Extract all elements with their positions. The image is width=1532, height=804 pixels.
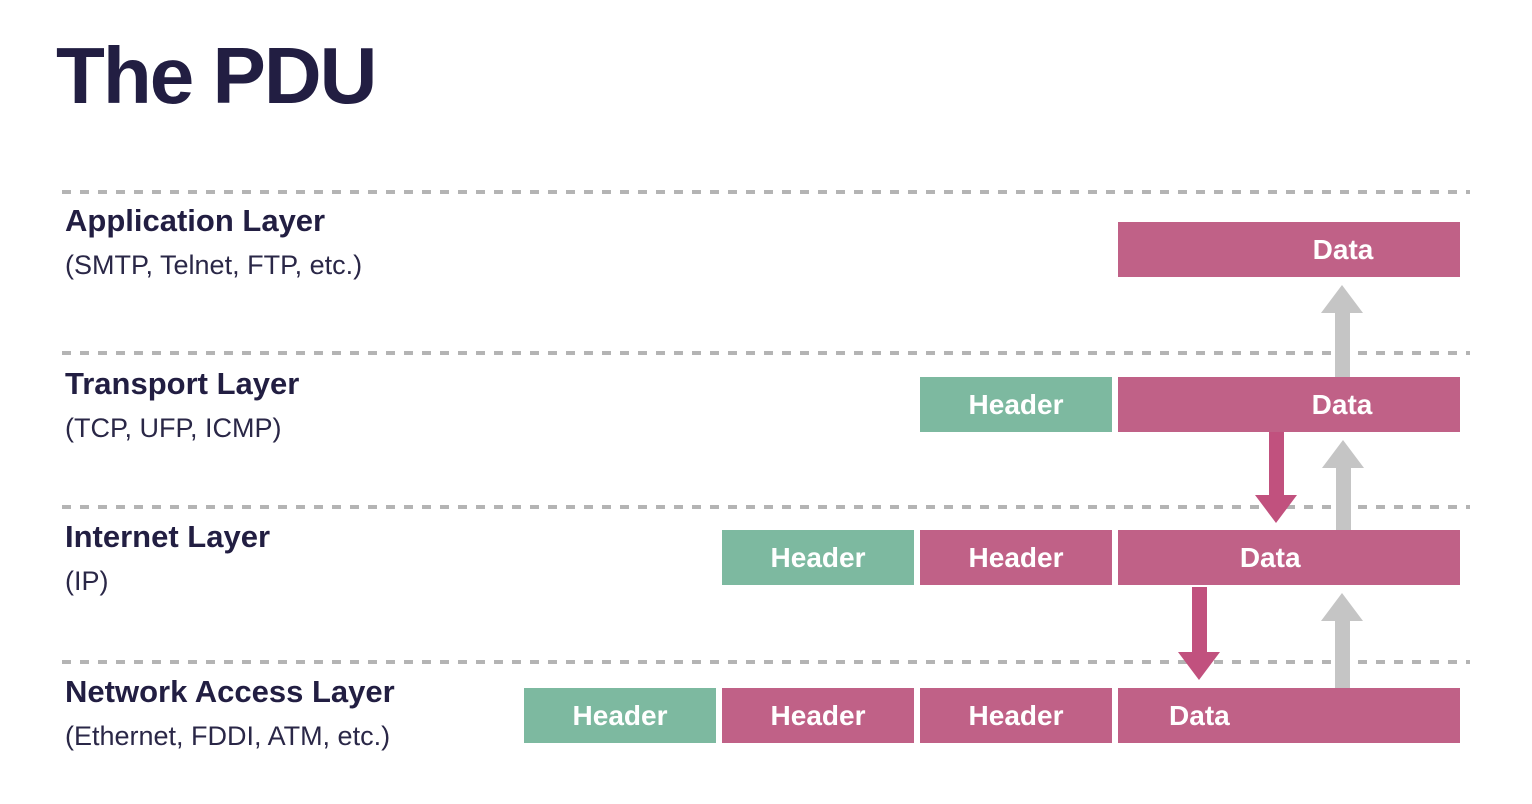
page-title: The PDU [56,31,377,120]
row-divider-dashed-line [62,351,1470,355]
layer-subtitle: (SMTP, Telnet, FTP, etc.) [65,250,363,281]
down-arrow-icon [1255,430,1297,523]
layer-subtitle: (Ethernet, FDDI, ATM, etc.) [65,721,391,752]
arrow-head [1178,652,1220,680]
pdu-data-label: Data [1239,541,1301,573]
up-arrow-icon [1321,593,1363,688]
layer-label-block: Internet Layer (IP) [65,519,271,597]
arrow-shaft [1334,621,1350,688]
arrow-shaft [1334,313,1350,377]
pdu-strip: Data [1118,222,1460,277]
arrow-shaft [1268,430,1284,495]
up-arrow-icon [1322,440,1364,530]
layer-name: Application Layer [65,203,326,238]
pdu-header-label: Header [770,541,866,573]
pdu-strip: Header Header Data [722,530,1460,585]
down-arrow-icon [1178,587,1220,680]
layer-label-block: Application Layer (SMTP, Telnet, FTP, etc… [65,203,363,281]
pdu-header-box: Header [920,377,1112,432]
pdu-header-box: Header [722,530,914,585]
pdu-header-label: Header [572,699,668,731]
layer-subtitle: (TCP, UFP, ICMP) [65,413,282,444]
layer-label-block: Transport Layer (TCP, UFP, ICMP) [65,366,300,444]
pdu-data-label: Data [1312,233,1374,265]
arrow-shaft [1191,587,1207,652]
pdu-data-box: Data [1118,377,1460,432]
pdu-header-box: Header [920,530,1112,585]
arrow-shaft [1335,468,1351,530]
pdu-strip: Header Data [920,377,1460,432]
layer-subtitle: (IP) [65,566,109,597]
pdu-data-box: Data [1118,530,1460,585]
layer-label-block: Network Access Layer (Ethernet, FDDI, ATM… [65,674,395,752]
arrow-head [1322,440,1364,468]
pdu-header-label: Header [968,699,1064,731]
pdu-header-box: Header [920,688,1112,743]
arrow-head [1255,495,1297,523]
row-divider-dashed-line [62,660,1470,664]
pdu-header-box: Header [722,688,914,743]
layer-name: Network Access Layer [65,674,395,709]
pdu-data-label: Data [1169,699,1230,731]
pdu-strip: Header Header Header Data [524,688,1460,743]
arrow-head [1321,593,1363,621]
layer-name: Transport Layer [65,366,300,401]
pdu-data-label: Data [1311,388,1373,420]
pdu-header-label: Header [968,541,1064,573]
row-divider-dashed-line [62,505,1470,509]
up-arrow-icon [1321,285,1363,377]
pdu-data-box: Data [1118,688,1460,743]
arrow-head [1321,285,1363,313]
pdu-header-box: Header [524,688,716,743]
row-divider-dashed-line [62,190,1470,194]
layer-name: Internet Layer [65,519,271,554]
pdu-header-label: Header [968,388,1064,420]
pdu-data-box: Data [1118,222,1460,277]
pdu-header-label: Header [770,699,866,731]
